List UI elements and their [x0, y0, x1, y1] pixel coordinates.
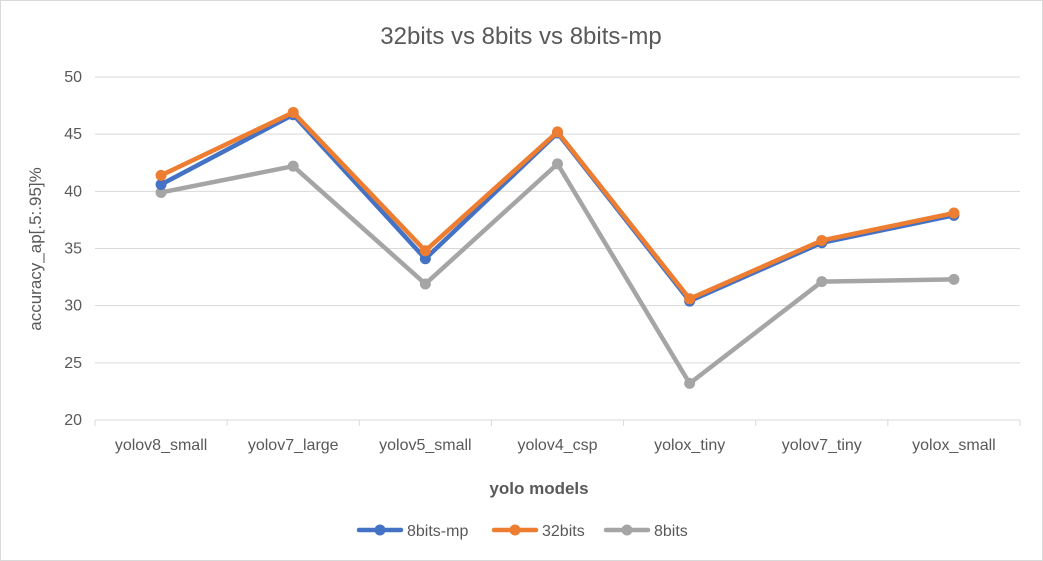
y-tick-label: 45 [64, 126, 82, 143]
data-point [155, 186, 167, 198]
x-tick-label: yolov8_small [115, 437, 207, 454]
x-tick-label: yolov7_tiny [782, 437, 862, 454]
legend-label: 32bits [542, 523, 585, 540]
legend-marker-dot [509, 524, 521, 536]
series-line [158, 161, 957, 386]
x-tick-label: yolov7_large [248, 437, 339, 454]
data-point [155, 169, 167, 181]
data-point [287, 160, 299, 172]
data-point [948, 273, 960, 285]
data-point [948, 207, 960, 219]
data-point [419, 245, 431, 257]
data-point [287, 106, 299, 118]
legend-marker-dot [374, 524, 386, 536]
legend-label: 8bits [654, 523, 688, 540]
y-tick-label: 50 [64, 69, 82, 86]
legend-label: 8bits-mp [407, 523, 468, 540]
y-tick-label: 25 [64, 355, 82, 372]
data-point [816, 276, 828, 288]
x-axis-title: yolo models [489, 479, 588, 498]
data-point [155, 178, 167, 190]
x-tick-label: yolov5_small [379, 437, 471, 454]
x-tick-label: yolox_small [912, 437, 996, 454]
x-axis-ticks: yolov8_small yolov7_large yolov5_small yolo… [94, 420, 1021, 454]
data-point [419, 253, 431, 265]
data-point [552, 158, 563, 170]
data-point [684, 377, 696, 389]
series-line [158, 112, 957, 304]
x-tick-label: yolox_tiny [654, 437, 725, 454]
y-axis-ticks: 20 25 30 35 40 45 50 [64, 69, 82, 429]
series-8bits [155, 158, 960, 389]
series-8bits-mp [155, 109, 960, 307]
y-tick-label: 35 [64, 241, 82, 258]
series-lines [155, 106, 960, 389]
y-axis-title: accuracy_ap[.5:.95]% [26, 167, 45, 330]
data-point [684, 293, 696, 305]
y-tick-label: 30 [64, 298, 82, 315]
legend-marker-dot [621, 524, 633, 536]
series-32bits [155, 106, 960, 305]
legend-item: 32bits [491, 523, 585, 540]
legend: 8bits-mp 32bits 8bits [356, 523, 688, 540]
chart-title: 32bits vs 8bits vs 8bits-mp [380, 23, 661, 50]
data-point [419, 278, 431, 290]
series-line [158, 110, 957, 302]
legend-item: 8bits [603, 523, 688, 540]
legend-item: 8bits-mp [356, 523, 468, 540]
y-tick-label: 20 [64, 412, 82, 429]
x-tick-label: yolov4_csp [517, 437, 597, 454]
data-point [552, 126, 563, 138]
y-tick-label: 40 [64, 183, 82, 200]
data-point [816, 234, 828, 246]
